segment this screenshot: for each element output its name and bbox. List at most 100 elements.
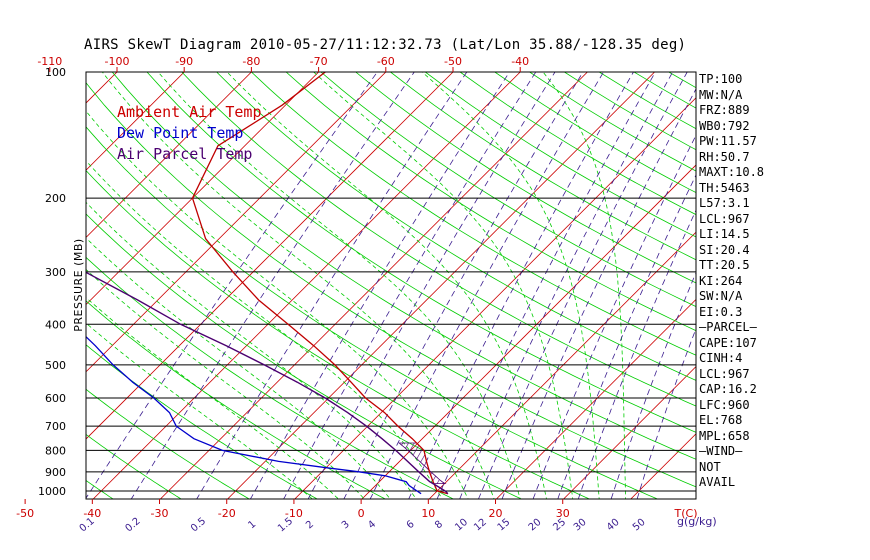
mixing-ratio-line [577,209,696,499]
stat-item: KI:264 [699,273,743,288]
bottom-temp-tick-label: -10 [285,507,303,520]
stat-item: FRZ:889 [699,103,750,117]
pressure-tick-label: 300 [45,266,66,279]
legend: Ambient Air Temp Dew Point Temp Air Parcel… [117,103,262,163]
stat-item: LFC:960 [699,397,750,412]
stats-panel: TP:100 MW:N/A FRZ:889 WB0:792 PW:11.57 RH:50.… [699,72,869,491]
stat-item: TP:100 [699,72,743,86]
bottom-temp-tick-label: -30 [151,507,169,520]
stat-item: CINH:4 [699,351,743,365]
mixing-ratio-label: 0.2 [123,516,142,535]
top-temp-tick-label: -70 [310,55,328,68]
stat-item: LI:14.5 [699,227,750,241]
moist-adiabat-line [86,237,391,499]
dry-adiabat-line [250,72,696,356]
dry-adiabat-line [86,479,114,499]
pressure-tick-label: 900 [45,466,66,479]
top-temp-tick-label: -100 [105,55,130,68]
pressure-tick-label: 200 [45,192,66,205]
dry-adiabat-line [216,72,696,381]
isotherm-line [86,72,185,171]
moist-adiabat-line [86,322,313,499]
stat-item: TT:20.5 [699,258,750,272]
mixing-ratio-unit-label: g(g/kg) [677,515,717,528]
series-line-parcel [86,271,449,495]
bottom-temp-tick-label: -50 [16,507,34,520]
bottom-temp-tick-label: -40 [83,507,101,520]
pressure-tick-label: 500 [45,359,66,372]
mixing-ratio-line [501,88,696,499]
isotherm-line [0,53,2,509]
dry-adiabat-line [86,126,659,499]
moist-adiabat-line [421,72,600,499]
dry-adiabat-line [86,344,319,499]
dry-adiabat-line [146,72,696,433]
mixing-ratio-label: 40 [605,517,622,534]
mixing-ratio-label: 50 [631,517,648,534]
stat-item: AVAIL [699,475,736,489]
stat-item: EI:0.3 [699,304,743,319]
bottom-temp-tick-label: 10 [421,507,435,520]
plot-frame [85,71,697,500]
top-temp-tick-label: -50 [444,55,462,68]
bottom-temp-tick-label: 0 [358,507,365,520]
top-temp-tick-label: -80 [242,55,260,68]
mixing-ratio-label: 0.5 [189,516,208,535]
mixing-ratio-line [636,327,696,499]
isotherm-line [361,164,696,499]
bottom-temp-tick-label: 20 [489,507,503,520]
moist-adiabat-line [313,72,574,499]
bottom-temp-tick-label: -20 [218,507,236,520]
stat-item: CAP:16.2 [699,382,757,396]
dry-adiabat-line [285,72,696,332]
dry-adiabat-line [389,72,696,261]
stat-item: CAPE:107 [699,335,757,350]
mixing-ratio-label: 2 [304,519,316,532]
dry-adiabat-line [86,82,696,488]
moist-adiabat-line [157,72,521,499]
dry-adiabat-line [320,72,696,308]
isotherm-line [0,53,69,509]
stat-item: RH:50.7 [699,149,750,164]
pressure-tick-label: 800 [45,444,66,457]
profile-series [86,72,449,495]
stat-item: SW:N/A [699,289,743,303]
isotherm-line [86,72,387,373]
mixing-ratio-label: 4 [366,519,378,532]
series-line-ambient [191,72,449,495]
legend-item: Dew Point Temp [117,124,243,142]
page-title: AIRS SkewT Diagram 2010-05-27/11:12:32.7… [84,37,687,53]
dry-adiabat-line [86,433,182,499]
dry-adiabat-line [86,388,250,499]
dry-adiabat-line [355,72,696,284]
stat-item: MAXT:10.8 [699,165,765,179]
mixing-ratio-line [478,72,688,499]
stat-item: —PARCEL— [699,320,757,334]
dry-adiabat-line [86,300,387,499]
pressure-tick-label: 400 [45,318,66,331]
stat-item: PW:11.57 [699,134,757,148]
y-axis-label: PRESSURE (MB) [72,238,85,331]
isotherm-line [86,72,454,440]
isotherm-line [159,72,588,499]
isotherm-line [86,72,252,238]
stat-item: WB0:792 [699,118,750,133]
isotherm-line [86,72,118,104]
stat-item: L57:3.1 [699,196,750,210]
mixing-ratio-label: 3 [340,519,352,532]
stat-item: SI:20.4 [699,242,750,257]
pressure-tick-label: 1000 [38,485,66,498]
dry-adiabat-line [86,170,591,499]
mixing-ratio-label: 20 [527,517,544,534]
isotherm-line [92,72,521,499]
mixing-ratio-line [610,271,696,499]
mixing-ratio-label: 8 [433,519,445,532]
legend-item: Air Parcel Temp [117,145,252,163]
mixing-ratio-line [196,72,468,499]
mixing-ratio-label: 10 [453,517,470,534]
moist-adiabat-line [542,72,627,499]
isotherm-line [563,366,696,499]
dry-adiabat-line [86,213,523,499]
mixing-ratio-label: 1 [246,519,258,532]
stat-item: LCL:967 [699,366,750,381]
